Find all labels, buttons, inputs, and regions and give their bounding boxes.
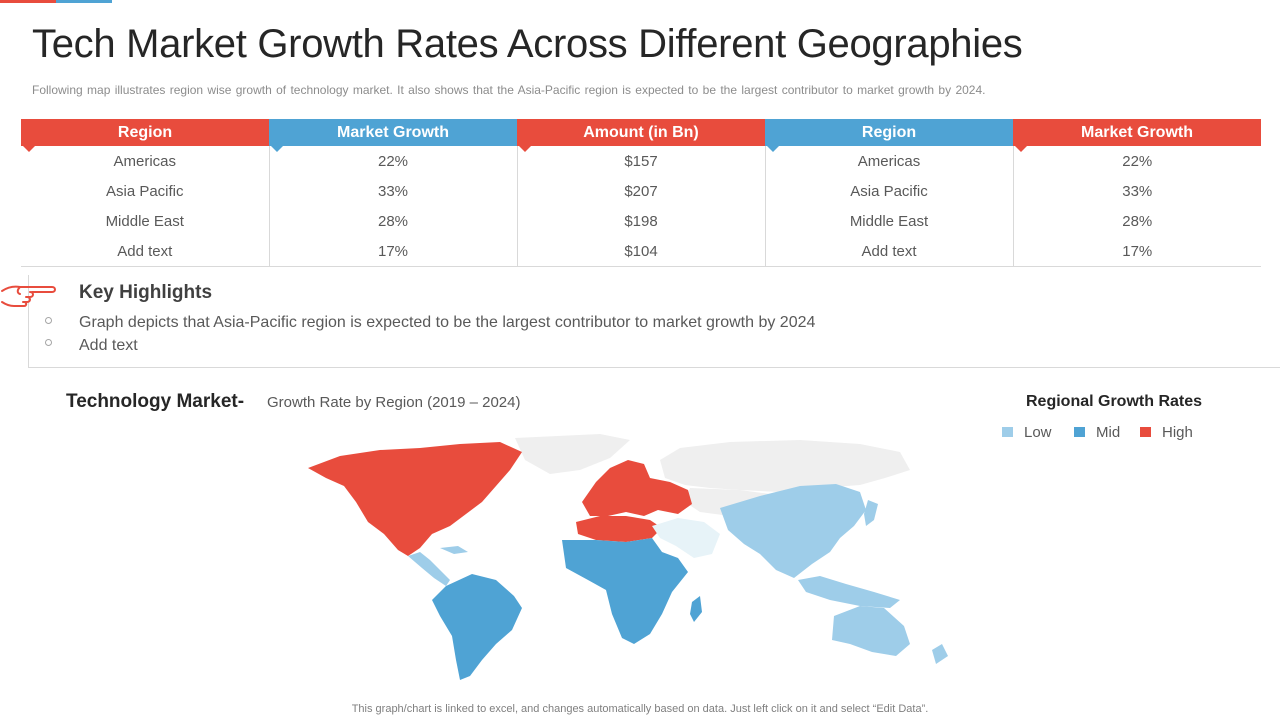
- table-cell: 28%: [1122, 212, 1153, 230]
- header-region-2: Region: [765, 119, 1013, 152]
- map-region-japan[interactable]: [864, 500, 878, 526]
- legend-label: Low: [1024, 424, 1052, 441]
- highlight-item: Graph depicts that Asia-Pacific region i…: [79, 314, 816, 331]
- world-map[interactable]: [300, 430, 990, 685]
- header-market-growth: Market Growth: [269, 119, 517, 152]
- map-region-middle-east[interactable]: [652, 518, 720, 558]
- table-cell: $157: [517, 146, 766, 176]
- table-row: Americas 22% $157 Americas 22%: [21, 146, 1261, 176]
- growth-table: Region Market Growth Amount (in Bn) Regi…: [21, 119, 1261, 267]
- legend-title: Regional Growth Rates: [1026, 393, 1203, 410]
- table-cell: $207: [517, 176, 766, 206]
- table-cell: $198: [517, 206, 766, 236]
- table-cell: 22%: [1122, 152, 1153, 170]
- map-region-southeast-asia[interactable]: [798, 576, 900, 608]
- top-accent-blue: [56, 0, 112, 3]
- table-cell: $104: [517, 236, 766, 267]
- table-cell: Asia Pacific: [21, 176, 270, 206]
- map-region-africa[interactable]: [562, 538, 688, 644]
- legend-swatch-high: [1140, 427, 1151, 437]
- map-region-north-africa[interactable]: [576, 516, 662, 542]
- map-region-greenland[interactable]: [515, 434, 630, 474]
- top-accent-red: [0, 0, 56, 3]
- table-cell: 28%: [269, 206, 518, 236]
- footnote: This graph/chart is linked to excel, and…: [351, 703, 929, 715]
- table-cell: Americas: [21, 146, 270, 176]
- key-highlights-title: Key Highlights: [79, 282, 213, 303]
- pointing-hand-icon: [1, 285, 56, 307]
- table-header-row: Region Market Growth Amount (in Bn) Regi…: [21, 119, 1261, 152]
- table-cell: 33%: [269, 176, 518, 206]
- table-row: Middle East 28% $198 Middle East 28%: [21, 206, 1261, 236]
- map-region-new-zealand[interactable]: [932, 644, 948, 664]
- page-title: Tech Market Growth Rates Across Differen…: [32, 22, 1023, 66]
- table-cell: Middle East: [765, 206, 1014, 236]
- table-cell: Americas: [765, 146, 1014, 176]
- map-region-central-america[interactable]: [408, 552, 450, 586]
- map-region-north-america[interactable]: [308, 442, 522, 556]
- map-region-russia[interactable]: [660, 440, 910, 492]
- map-region-caribbean[interactable]: [440, 546, 468, 554]
- header-region: Region: [21, 119, 269, 152]
- table-cell: Asia Pacific: [765, 176, 1014, 206]
- header-market-growth-2: Market Growth: [1013, 119, 1261, 152]
- table-cell: 17%: [1013, 236, 1261, 267]
- header-amount: Amount (in Bn): [517, 119, 765, 152]
- key-highlights-box: [28, 275, 1280, 368]
- map-subtitle: Growth Rate by Region (2019 – 2024): [267, 394, 521, 411]
- legend-item-mid: Mid: [1074, 424, 1120, 441]
- map-region-australia[interactable]: [832, 606, 910, 656]
- table-cell: 17%: [269, 236, 518, 267]
- map-region-asia[interactable]: [720, 484, 866, 578]
- table-cell: 22%: [269, 146, 518, 176]
- bullet-icon: [45, 317, 52, 324]
- table-row: Asia Pacific 33% $207 Asia Pacific 33%: [21, 176, 1261, 206]
- bullet-icon: [45, 339, 52, 346]
- map-region-madagascar[interactable]: [690, 596, 702, 622]
- legend-swatch-mid: [1074, 427, 1085, 437]
- legend-item-low: Low: [1002, 424, 1052, 441]
- table-cell: Add text: [765, 236, 1014, 267]
- table-cell: Middle East: [21, 206, 270, 236]
- legend-item-high: High: [1140, 424, 1193, 441]
- map-title: Technology Market-: [66, 391, 245, 412]
- legend-swatch-low: [1002, 427, 1013, 437]
- map-region-europe[interactable]: [582, 460, 692, 516]
- table-cell: 33%: [1122, 182, 1153, 200]
- highlight-item: Add text: [79, 337, 138, 354]
- table-cell: Add text: [21, 236, 270, 267]
- legend-label: Mid: [1096, 424, 1121, 441]
- table-row: Add text 17% $104 Add text 17%: [21, 236, 1261, 267]
- page-subtitle: Following map illustrates region wise gr…: [32, 83, 986, 97]
- legend-label: High: [1162, 424, 1193, 441]
- map-region-south-america[interactable]: [432, 574, 522, 680]
